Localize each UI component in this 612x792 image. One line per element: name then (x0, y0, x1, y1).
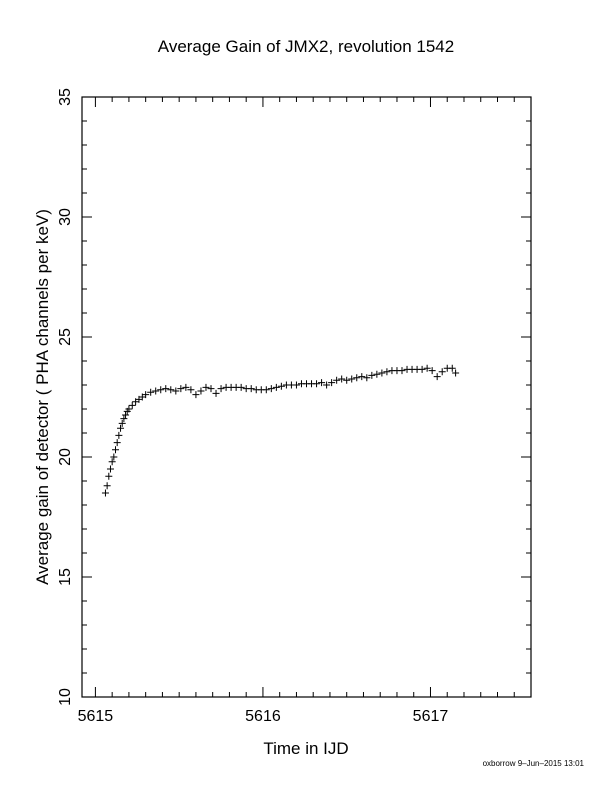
data-point (373, 370, 381, 378)
x-tick-label: 5616 (245, 708, 281, 725)
data-point (333, 376, 341, 384)
data-point (398, 367, 406, 375)
data-point (207, 385, 215, 393)
data-point (368, 371, 376, 379)
data-point (177, 385, 185, 393)
y-tick-label: 10 (57, 688, 74, 706)
x-axis-label: Time in IJD (263, 739, 348, 758)
data-point (267, 385, 275, 393)
data-point (147, 388, 155, 396)
data-point (452, 369, 460, 377)
data-point (112, 446, 120, 454)
data-point (202, 383, 210, 391)
x-tick-label: 5617 (413, 708, 449, 725)
data-point (182, 383, 190, 391)
data-point (433, 373, 441, 381)
y-axis-label: Average gain of detector ( PHA channels … (33, 209, 52, 585)
data-point (157, 386, 165, 394)
data-point (105, 472, 113, 480)
data-point (142, 391, 150, 399)
data-point (353, 374, 361, 382)
data-point (108, 458, 116, 466)
data-point (113, 439, 121, 447)
data-point (110, 453, 118, 461)
data-point (438, 368, 446, 376)
data-point (212, 389, 220, 397)
data-point (167, 386, 175, 394)
data-point (338, 375, 346, 383)
data-point (418, 365, 426, 373)
data-point (187, 386, 195, 394)
data-point (277, 382, 285, 390)
data-point (192, 391, 200, 399)
data-point (103, 482, 111, 490)
data-point (152, 387, 160, 395)
y-tick-label: 35 (57, 88, 74, 106)
footer-credit: oxborrow 9–Jun–2015 13:01 (483, 759, 585, 768)
data-point (383, 368, 391, 376)
data-point (125, 405, 133, 413)
data-point (118, 419, 126, 427)
data-point (162, 385, 170, 393)
data-point (448, 364, 456, 372)
y-tick-label: 20 (57, 448, 74, 466)
data-point (115, 431, 123, 439)
axis-ticks (82, 96, 532, 698)
data-point (247, 385, 255, 393)
x-tick-label: 5615 (78, 708, 114, 725)
data-point (318, 379, 326, 387)
data-point (363, 374, 371, 382)
y-tick-labels: 10 15 20 25 30 35 (57, 88, 74, 706)
data-point (106, 465, 114, 473)
data-point (120, 415, 128, 423)
data-point (323, 381, 331, 389)
y-tick-label: 25 (57, 328, 74, 346)
data-points (101, 364, 460, 497)
data-point (272, 383, 280, 391)
y-tick-label: 30 (57, 208, 74, 226)
data-point (343, 376, 351, 384)
data-point (117, 424, 125, 432)
data-point (172, 387, 180, 395)
data-point (378, 369, 386, 377)
data-point (328, 379, 336, 387)
data-point (128, 401, 136, 409)
data-point (197, 387, 205, 395)
chart-title: Average Gain of JMX2, revolution 1542 (158, 37, 454, 56)
data-point (262, 386, 270, 394)
data-point (217, 385, 225, 393)
data-point (101, 489, 109, 497)
plot-frame (81, 96, 532, 698)
data-point (122, 411, 130, 419)
data-point (358, 373, 366, 381)
data-point (292, 381, 300, 389)
x-tick-labels: 5615 5616 5617 (78, 708, 449, 725)
data-point (313, 380, 321, 388)
data-point (423, 364, 431, 372)
data-point (237, 383, 245, 391)
data-point (348, 375, 356, 383)
y-tick-label: 15 (57, 568, 74, 586)
data-point (428, 367, 436, 375)
